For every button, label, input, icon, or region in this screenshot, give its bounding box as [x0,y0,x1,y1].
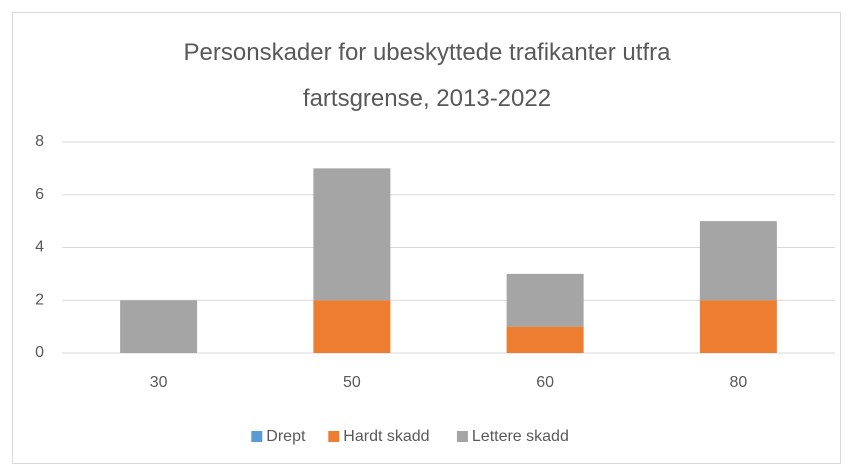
chart-frame [12,12,841,464]
x-tick-label: 60 [536,374,554,391]
x-tick-label: 50 [343,374,361,391]
legend-label: Hardt skadd [343,428,429,445]
x-tick-label: 80 [729,374,747,391]
x-tick-label: 30 [150,374,168,391]
y-tick-label: 8 [35,133,44,150]
y-tick-label: 6 [35,186,44,203]
bar-segment [506,273,584,327]
legend-label: Lettere skadd [472,428,569,445]
bar-segment [313,168,391,301]
legend-swatch [251,431,263,442]
y-tick-label: 2 [35,291,44,308]
chart-title: Personskader for ubeskyttede trafikanter… [183,39,671,112]
bar-segment [120,300,198,353]
legend-label: Drept [266,428,306,445]
bar-segment [313,300,391,353]
legend-swatch [328,431,340,442]
y-tick-label: 4 [35,239,44,256]
bar-segment [506,326,584,353]
y-tick-label: 0 [35,344,44,361]
legend-swatch [456,431,468,442]
bar-segment [699,221,777,301]
bar-segment [699,300,777,353]
